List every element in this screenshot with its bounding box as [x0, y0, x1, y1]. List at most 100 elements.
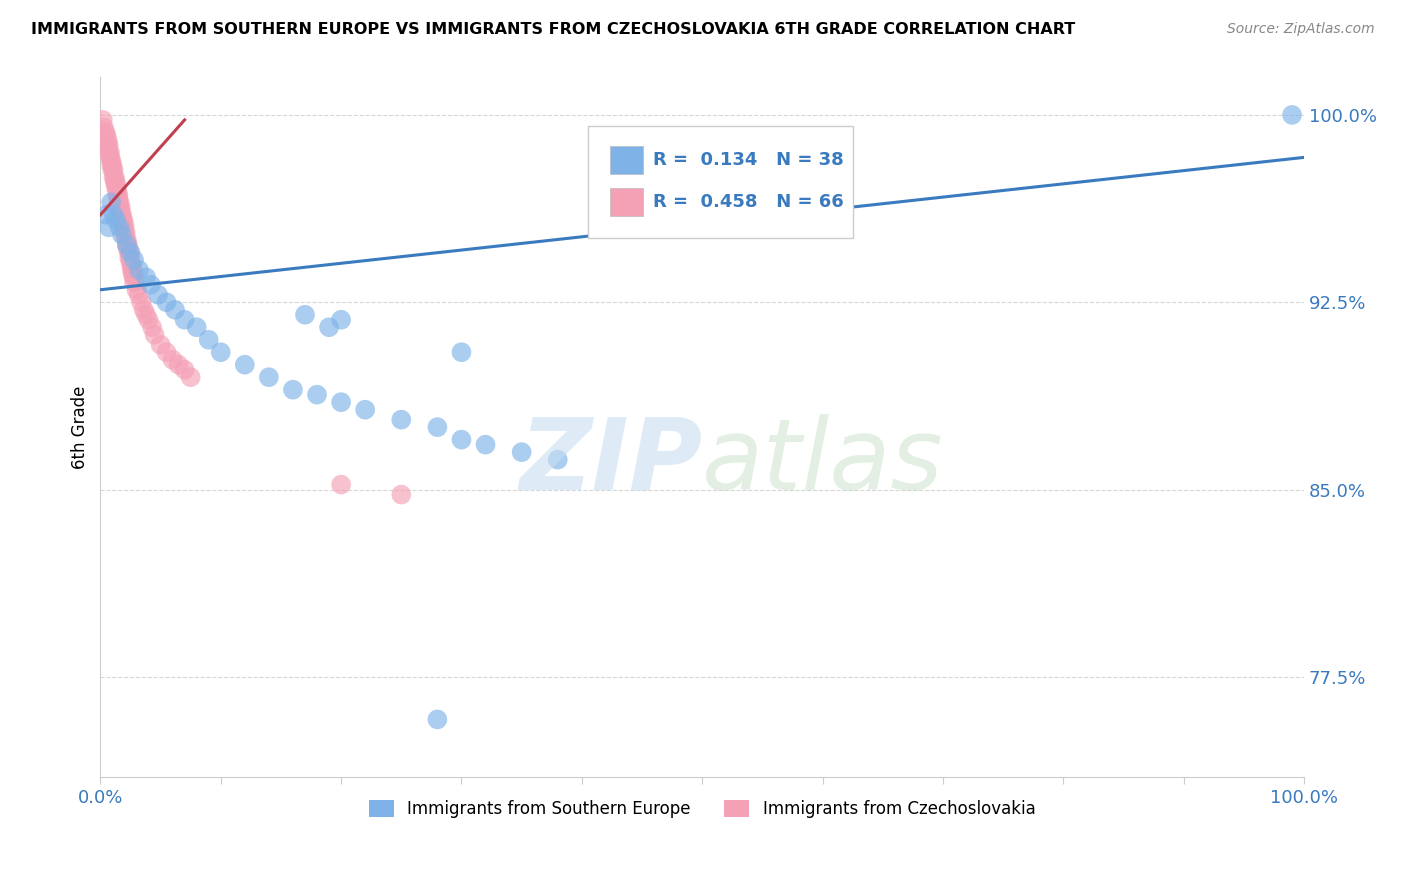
Point [97, 133, 120, 147]
Point [104, 170, 127, 185]
Point [107, 187, 129, 202]
Point [139, 277, 162, 292]
Text: R =  0.134   N = 38: R = 0.134 N = 38 [652, 151, 844, 169]
Point [450, 433, 472, 447]
Point [111, 227, 134, 242]
Point [146, 287, 169, 301]
Point [121, 268, 143, 282]
FancyBboxPatch shape [610, 188, 643, 216]
Point [117, 243, 139, 257]
Point [128, 262, 150, 277]
Point [389, 487, 412, 501]
Point [173, 362, 195, 376]
Point [305, 387, 328, 401]
Point [389, 412, 412, 426]
Point [138, 312, 160, 326]
Point [426, 713, 449, 727]
Point [97, 220, 120, 235]
Point [112, 218, 135, 232]
Point [330, 312, 353, 326]
Point [121, 262, 143, 277]
Point [103, 208, 125, 222]
Point [93, 120, 115, 135]
Point [112, 223, 135, 237]
Point [118, 245, 141, 260]
Point [141, 320, 163, 334]
Point [209, 345, 232, 359]
Point [101, 158, 124, 172]
Point [108, 195, 131, 210]
Point [115, 233, 138, 247]
Point [120, 255, 142, 269]
Point [91, 112, 114, 127]
Point [122, 270, 145, 285]
Point [125, 283, 148, 297]
Point [163, 302, 186, 317]
Text: R =  0.458   N = 66: R = 0.458 N = 66 [652, 193, 844, 211]
Point [122, 275, 145, 289]
Point [547, 452, 569, 467]
Point [330, 477, 353, 491]
Point [149, 337, 172, 351]
Point [108, 200, 131, 214]
Point [121, 262, 143, 277]
Point [233, 358, 256, 372]
Point [100, 195, 122, 210]
Point [122, 252, 145, 267]
Point [281, 383, 304, 397]
Point [155, 345, 177, 359]
Y-axis label: 6th Grade: 6th Grade [72, 385, 89, 469]
FancyBboxPatch shape [610, 146, 643, 174]
Point [108, 220, 131, 235]
Point [110, 200, 132, 214]
Point [129, 295, 152, 310]
Point [117, 237, 139, 252]
Point [111, 208, 134, 222]
Point [115, 237, 138, 252]
Point [97, 145, 120, 160]
Point [105, 187, 128, 202]
Point [105, 212, 128, 227]
Text: Source: ZipAtlas.com: Source: ZipAtlas.com [1227, 22, 1375, 37]
Point [180, 370, 202, 384]
Point [426, 420, 449, 434]
Point [186, 320, 208, 334]
Point [104, 175, 127, 189]
Point [135, 308, 157, 322]
Point [105, 175, 128, 189]
Point [354, 402, 377, 417]
Point [197, 333, 219, 347]
Point [120, 250, 142, 264]
Point [94, 125, 117, 139]
Point [112, 212, 135, 227]
Point [115, 237, 138, 252]
Point [135, 270, 157, 285]
Point [173, 312, 195, 326]
Point [132, 302, 155, 317]
Point [97, 137, 120, 152]
Point [114, 230, 136, 244]
Point [474, 437, 496, 451]
Point [98, 150, 121, 164]
FancyBboxPatch shape [588, 127, 852, 238]
Point [128, 287, 150, 301]
Point [98, 145, 121, 160]
Point [110, 205, 132, 219]
Point [330, 395, 353, 409]
Point [103, 162, 125, 177]
Point [1281, 108, 1303, 122]
Text: IMMIGRANTS FROM SOUTHERN EUROPE VS IMMIGRANTS FROM CZECHOSLOVAKIA 6TH GRADE CORR: IMMIGRANTS FROM SOUTHERN EUROPE VS IMMIG… [31, 22, 1076, 37]
Point [510, 445, 533, 459]
Point [101, 162, 124, 177]
Point [450, 345, 472, 359]
Point [167, 358, 190, 372]
Point [143, 327, 166, 342]
Point [100, 153, 122, 167]
Point [318, 320, 340, 334]
Point [111, 212, 134, 227]
Text: atlas: atlas [702, 414, 943, 510]
Point [96, 128, 118, 142]
Legend: Immigrants from Southern Europe, Immigrants from Czechoslovakia: Immigrants from Southern Europe, Immigra… [363, 793, 1042, 824]
Point [155, 295, 177, 310]
Point [105, 183, 128, 197]
